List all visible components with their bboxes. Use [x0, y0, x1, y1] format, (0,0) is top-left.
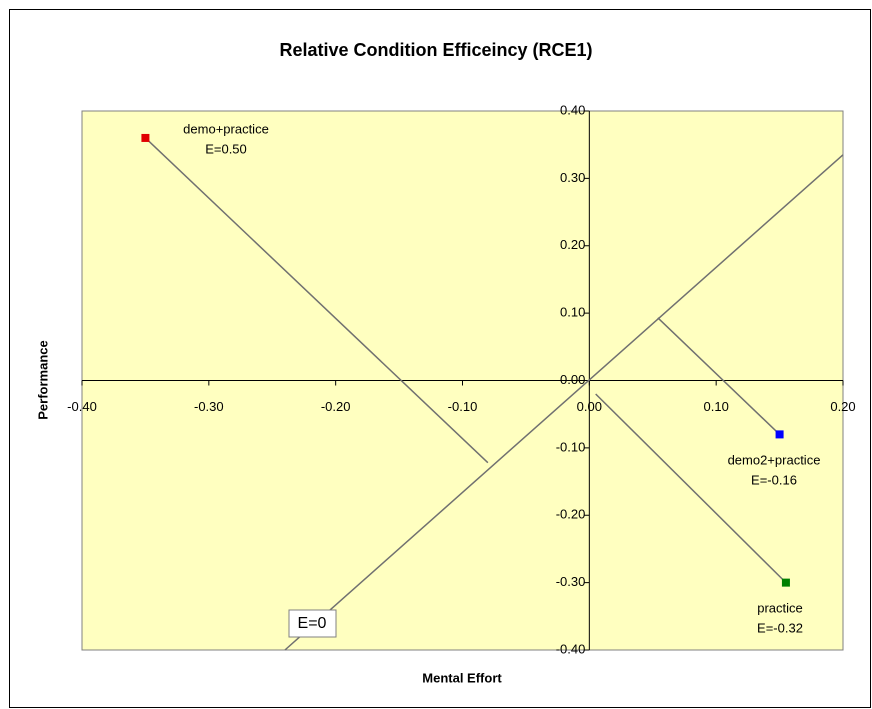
guide-line [144, 137, 489, 464]
y-axis-label: Performance [35, 340, 50, 419]
y-tick-label: 0.10 [560, 305, 585, 320]
y-tick-label: 0.20 [560, 237, 585, 252]
chart-title: Relative Condition Efficeincy (RCE1) [279, 40, 592, 60]
x-tick-label: -0.30 [194, 399, 224, 414]
point [141, 133, 150, 142]
y-tick-label: -0.30 [556, 574, 586, 589]
y-tick-label: -0.20 [556, 507, 586, 522]
guide-line [657, 317, 781, 435]
point [775, 430, 784, 439]
x-tick-label: 0.20 [830, 399, 855, 414]
annotation-box [288, 609, 337, 638]
y-tick-label: -0.10 [556, 439, 586, 454]
x-tick-label: 0.10 [704, 399, 729, 414]
guide-line [284, 154, 844, 651]
point-efficiency: E=-0.32 [757, 620, 803, 635]
guide-line [595, 393, 787, 584]
x-tick-label: -0.20 [321, 399, 351, 414]
y-tick-label: 0.00 [560, 372, 585, 387]
x-tick-label: -0.10 [448, 399, 478, 414]
point-efficiency: E=0.50 [205, 141, 247, 156]
y-tick-label: -0.40 [556, 641, 586, 656]
x-axis-label: Mental Effort [422, 670, 502, 685]
x-tick-label: -0.40 [67, 399, 97, 414]
y-tick-label: 0.30 [560, 170, 585, 185]
y-tick-label: 0.40 [560, 102, 585, 117]
point-name: practice [757, 600, 803, 615]
point [781, 578, 790, 587]
x-tick-label: 0.00 [577, 399, 602, 414]
point-name: demo+practice [183, 121, 269, 136]
point-efficiency: E=-0.16 [751, 472, 797, 487]
annotation: E=0 [298, 615, 327, 632]
point-name: demo2+practice [728, 452, 821, 467]
